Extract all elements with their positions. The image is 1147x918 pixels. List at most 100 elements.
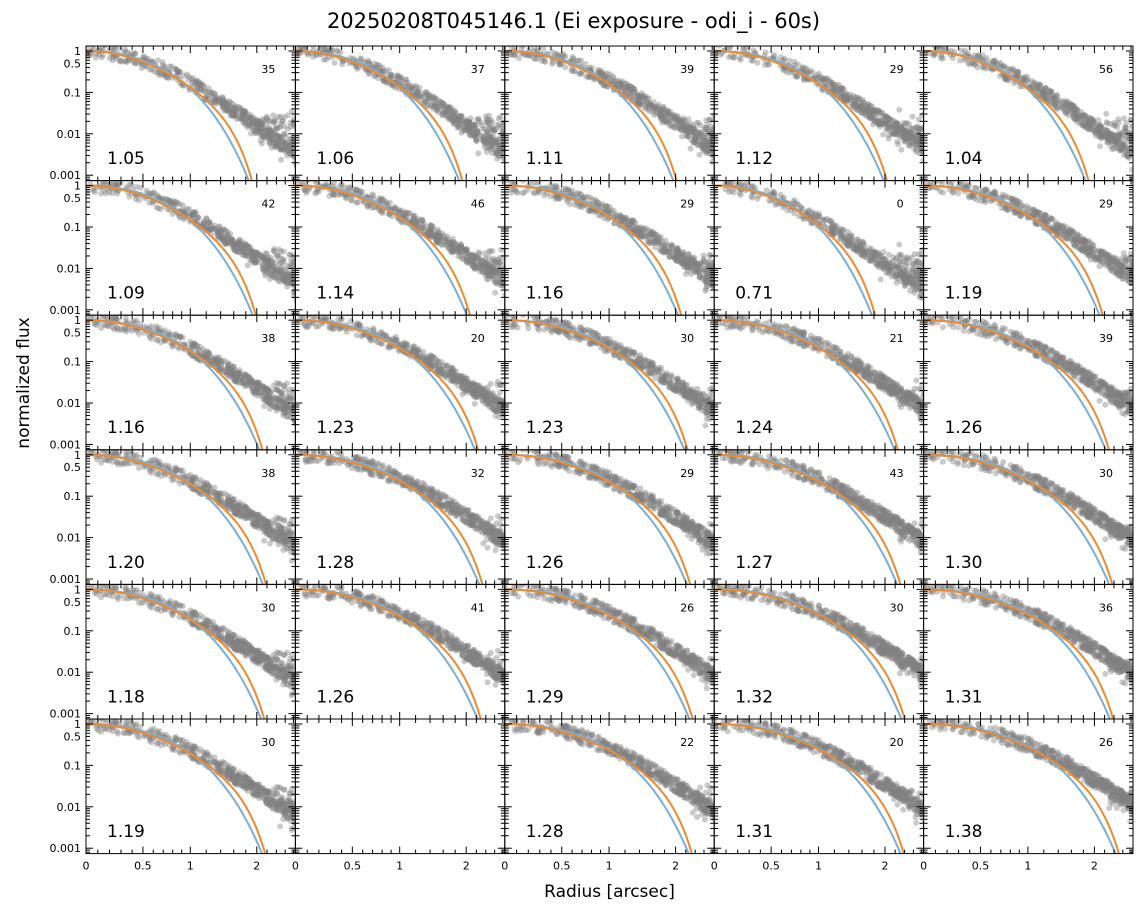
data-point (405, 79, 412, 86)
data-point (1054, 92, 1061, 98)
data-point (233, 110, 240, 117)
data-point (425, 96, 432, 102)
data-point (488, 141, 495, 148)
data-point (217, 95, 224, 102)
data-point (244, 121, 251, 128)
data-point (232, 105, 239, 112)
data-point (220, 103, 227, 110)
data-point (412, 82, 419, 89)
data-point (266, 131, 273, 138)
data-point (231, 113, 238, 120)
data-point (480, 137, 487, 144)
data-point (490, 263, 497, 270)
data-point (498, 130, 505, 136)
y-tick-label: 0.5 (64, 192, 82, 205)
data-point (277, 113, 284, 120)
data-point (278, 248, 285, 255)
data-point (846, 240, 853, 247)
data-point (434, 238, 441, 245)
data-point (93, 54, 99, 61)
data-point (490, 142, 496, 149)
data-point (826, 217, 833, 224)
data-point (123, 59, 130, 66)
data-point (458, 112, 465, 119)
data-point (203, 93, 210, 99)
data-point (495, 145, 502, 152)
panel-star-count: 42 (261, 198, 275, 211)
panel-star-count: 56 (1099, 63, 1113, 76)
data-point (172, 66, 179, 73)
data-point (791, 58, 798, 65)
panel-star-count: 35 (261, 63, 275, 76)
data-point (283, 139, 290, 146)
data-point (264, 115, 270, 122)
data-point (497, 114, 504, 121)
data-point (260, 125, 267, 132)
data-point (218, 100, 225, 107)
data-point (253, 122, 260, 129)
data-point (273, 132, 280, 139)
data-point (730, 54, 737, 61)
data-point (266, 127, 273, 134)
data-point (144, 55, 151, 62)
data-point (880, 131, 887, 138)
data-point (208, 89, 215, 96)
data-point (795, 201, 801, 208)
data-point (272, 143, 279, 150)
data-point (540, 46, 547, 52)
data-point (468, 128, 475, 135)
data-point (175, 68, 181, 75)
data-point (390, 76, 397, 82)
data-point (250, 125, 256, 132)
data-point (412, 89, 419, 96)
data-point (235, 103, 242, 110)
data-point (265, 132, 272, 139)
data-point (452, 115, 459, 122)
data-point (230, 111, 237, 118)
data-point (226, 107, 233, 114)
data-point (256, 118, 263, 125)
data-point (288, 108, 295, 115)
data-point (893, 271, 900, 278)
data-point (219, 95, 226, 101)
data-point (109, 54, 116, 60)
data-point (313, 189, 320, 196)
data-point (860, 249, 867, 256)
data-point (259, 132, 266, 139)
data-point (290, 121, 296, 128)
data-point (155, 57, 161, 64)
data-point (260, 131, 267, 138)
data-point (282, 143, 289, 150)
data-point (490, 124, 497, 130)
data-point (393, 73, 400, 79)
data-point (465, 124, 472, 131)
data-point (700, 261, 707, 267)
data-point (914, 282, 921, 289)
data-point (287, 147, 294, 154)
data-point (821, 216, 828, 223)
data-point (473, 130, 480, 137)
data-point (201, 87, 208, 94)
data-point (697, 274, 704, 281)
data-point (835, 81, 842, 88)
data-point (190, 212, 196, 218)
data-point (371, 60, 377, 67)
data-point (287, 142, 293, 149)
data-point (267, 132, 274, 139)
data-point (765, 62, 771, 68)
data-point (486, 125, 493, 132)
data-point (413, 84, 419, 91)
data-point (258, 132, 264, 139)
data-point (267, 128, 274, 135)
data-point (884, 125, 891, 132)
data-point (277, 136, 284, 143)
data-point (921, 110, 924, 117)
data-point (282, 138, 289, 145)
data-point (896, 241, 903, 248)
data-point (680, 252, 687, 259)
data-point (156, 72, 163, 79)
data-point (493, 137, 500, 143)
data-point (265, 254, 271, 261)
data-point (689, 264, 695, 271)
data-point (893, 129, 900, 136)
